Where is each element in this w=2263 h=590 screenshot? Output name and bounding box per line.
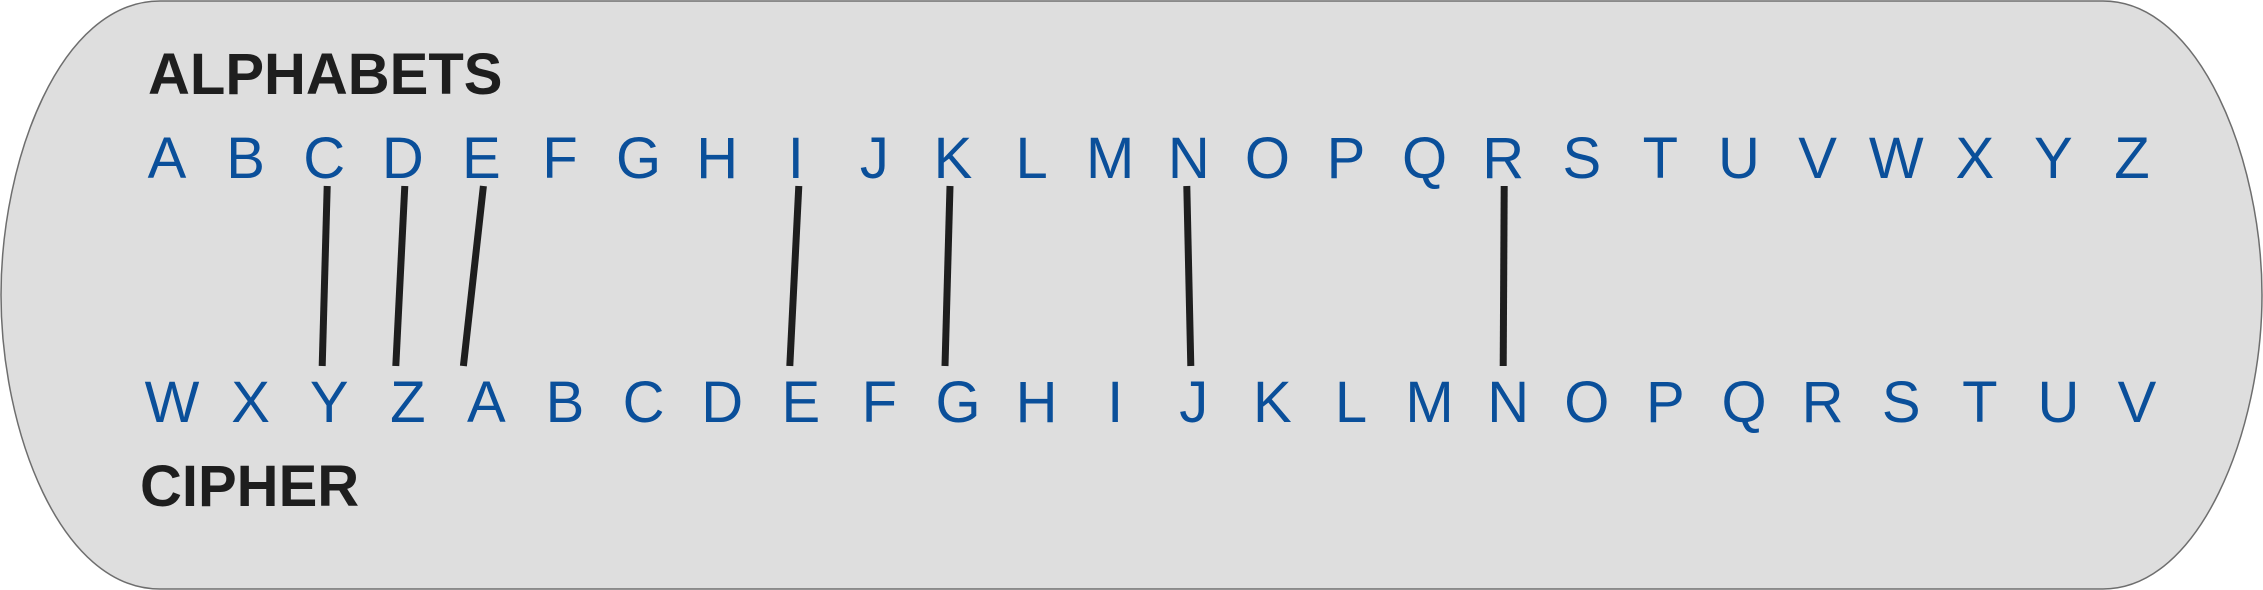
- connector-line: [786, 185, 803, 367]
- alphabet-letter: W: [1868, 126, 1924, 191]
- alphabets-heading: ALPHABETS: [148, 42, 503, 107]
- cipher-heading: CIPHER: [140, 454, 360, 519]
- alphabet-letter: L: [1015, 126, 1048, 191]
- alphabet-letter: I: [787, 126, 804, 191]
- cipher-letter: C: [622, 370, 665, 435]
- cipher-letter: Y: [309, 370, 349, 435]
- alphabet-letter: T: [1642, 126, 1679, 191]
- cipher-letter: Z: [390, 370, 426, 435]
- cipher-letter: J: [1179, 370, 1209, 435]
- alphabet-letter: K: [933, 126, 973, 191]
- cipher-letter: A: [467, 370, 506, 435]
- alphabet-letter: A: [147, 126, 187, 191]
- alphabet-letter: O: [1244, 126, 1290, 191]
- connector-line: [941, 185, 954, 367]
- cipher-letter: W: [144, 370, 200, 435]
- cipher-letter: P: [1646, 370, 1685, 435]
- connector-lines: [318, 185, 1508, 367]
- cipher-letter: T: [1962, 370, 1998, 435]
- cipher-letter: F: [861, 370, 898, 435]
- cipher-letter: H: [1015, 370, 1058, 435]
- cipher-letter: I: [1107, 370, 1124, 435]
- alphabet-letter: F: [542, 126, 578, 191]
- alphabet-letter: X: [1955, 126, 1995, 191]
- connector-line: [1499, 185, 1508, 367]
- cipher-letter: X: [231, 370, 270, 435]
- cipher-letter: D: [701, 370, 744, 435]
- connector-line: [1183, 185, 1195, 367]
- alphabet-letter: V: [1798, 126, 1837, 191]
- alphabet-letter: J: [859, 126, 889, 191]
- alphabet-letter: Q: [1402, 126, 1448, 191]
- cipher-letter: O: [1564, 370, 1610, 435]
- connector-line: [459, 185, 487, 367]
- cipher-letter: S: [1881, 370, 1921, 435]
- alphabet-letter: Z: [2114, 126, 2150, 191]
- alphabet-letter: M: [1086, 126, 1135, 191]
- alphabet-letter: S: [1562, 126, 1602, 191]
- alphabet-letter: B: [226, 126, 265, 191]
- connector-line: [318, 185, 331, 367]
- alphabet-letter: E: [462, 126, 501, 191]
- cipher-letter: G: [935, 370, 981, 435]
- cipher-letter: U: [2037, 370, 2080, 435]
- cipher-letter: L: [1334, 370, 1368, 435]
- alphabet-letter: N: [1167, 126, 1210, 191]
- alphabet-letter: D: [381, 126, 424, 191]
- cipher-letter: V: [2117, 370, 2157, 435]
- cipher-letter: M: [1405, 370, 1454, 435]
- cipher-letter: Q: [1721, 370, 1767, 435]
- alphabet-letter: R: [1482, 126, 1525, 191]
- cipher-letter: R: [1801, 370, 1844, 435]
- cipher-letter: K: [1253, 370, 1292, 435]
- alphabet-letter: C: [303, 126, 346, 191]
- cipher-letter: N: [1487, 370, 1530, 435]
- alphabet-letter: G: [616, 126, 662, 191]
- alphabet-letter: P: [1326, 126, 1366, 191]
- alphabet-letter: H: [696, 126, 739, 191]
- alphabet-letter: U: [1718, 126, 1760, 191]
- connector-line: [392, 185, 409, 367]
- cipher-letter: B: [545, 370, 585, 435]
- cipher-letter: E: [781, 370, 821, 435]
- alphabet-letter: Y: [2034, 126, 2073, 191]
